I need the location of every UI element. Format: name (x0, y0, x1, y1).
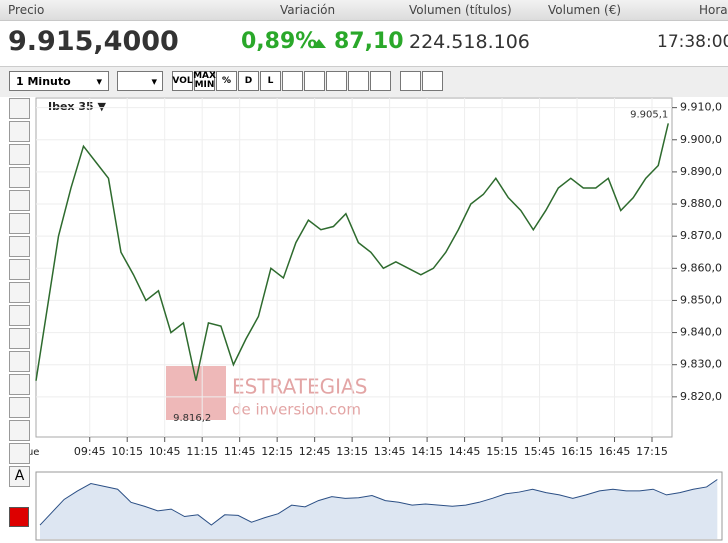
x-tick-label: 17:15 (636, 445, 668, 458)
chart-title: Ibex 35 ▼ (48, 100, 106, 113)
caret: ▾ (96, 75, 102, 88)
change-pct: 0,89% (241, 29, 318, 54)
annotation: 9.816,2 (173, 413, 211, 424)
x-tick-label: 10:15 (111, 445, 143, 458)
x-tick-label: 13:45 (374, 445, 406, 458)
y-tick-label: 9.900,0 (680, 133, 722, 146)
x-tick-label: 15:15 (486, 445, 518, 458)
tool-button[interactable] (9, 305, 30, 326)
toolbar-button[interactable]: MAX MIN (193, 71, 216, 91)
tool-button[interactable] (9, 236, 30, 257)
tool-button[interactable] (9, 144, 30, 165)
tool-button[interactable] (9, 167, 30, 188)
toolbar-button[interactable] (348, 71, 369, 91)
x-tick-label: 14:15 (411, 445, 443, 458)
toolbar-button[interactable] (422, 71, 443, 91)
toolbar-button[interactable]: VOL (172, 71, 193, 91)
x-tick-label: 16:15 (561, 445, 593, 458)
tool-button[interactable] (9, 397, 30, 418)
x-tick-label: 09:45 (74, 445, 106, 458)
time: 17:38:00 (657, 32, 728, 52)
tool-button[interactable] (9, 98, 30, 119)
price: 9.915,4000 (8, 26, 179, 57)
up-arrow (312, 39, 326, 48)
y-tick-label: 9.850,0 (680, 293, 722, 306)
tool-button[interactable] (9, 121, 30, 142)
label: Precio (8, 3, 45, 17)
tool-button[interactable] (9, 328, 30, 349)
y-tick-label: 9.830,0 (680, 358, 722, 371)
plot-area (35, 97, 673, 438)
navigator-line (39, 479, 718, 526)
label: Hora (699, 3, 728, 17)
tool-button[interactable] (9, 259, 30, 280)
tool-column: A (9, 98, 31, 527)
y-tick-label: 9.860,0 (680, 261, 722, 274)
tool-button[interactable] (9, 443, 30, 464)
tool-button[interactable] (9, 213, 30, 234)
label: Volumen (€) (548, 3, 622, 17)
interval-select[interactable]: 1 Minuto ▾ (9, 71, 109, 91)
tool-button[interactable] (9, 374, 30, 395)
color-picker[interactable] (9, 507, 29, 527)
y-tick-label: 9.820,0 (680, 390, 722, 403)
watermark: ESTRATEGIAS (232, 375, 367, 399)
x-tick-label: 14:45 (449, 445, 481, 458)
price-line (35, 123, 669, 381)
toolbar-button[interactable] (400, 71, 421, 91)
y-tick-label: 9.910,0 (680, 101, 722, 114)
x-tick-label: 15:45 (524, 445, 556, 458)
toolbar-button[interactable] (304, 71, 325, 91)
toolbar-button[interactable]: D (238, 71, 259, 91)
label: Variación (280, 3, 336, 17)
header-bar (0, 0, 728, 21)
y-tick-label: 9.890,0 (680, 165, 722, 178)
change-abs: 87,10 (334, 29, 404, 54)
watermark: de inversion.com (232, 401, 361, 419)
x-tick-label: 11:15 (186, 445, 218, 458)
tool-button[interactable] (9, 351, 30, 372)
day-label: Jue (23, 447, 39, 458)
volume: 224.518.106 (409, 31, 530, 53)
y-tick-label: 9.870,0 (680, 229, 722, 242)
tool-button[interactable] (9, 190, 30, 211)
buttons: VOL MAX MIN% D L (172, 71, 443, 91)
toolbar-button[interactable] (282, 71, 303, 91)
x-tick-label: 13:15 (336, 445, 368, 458)
annotation: 9.905,1 (630, 109, 668, 120)
x-tick-label: 10:45 (149, 445, 181, 458)
watermark-logo (166, 366, 226, 420)
tool-button[interactable]: A (9, 466, 30, 487)
chart-type-select[interactable]: ▾ (117, 71, 163, 91)
y-tick-label: 9.880,0 (680, 197, 722, 210)
x-tick-label: 11:45 (224, 445, 256, 458)
interval: 1 Minuto (16, 75, 71, 88)
toolbar-button[interactable]: L (260, 71, 281, 91)
tool-button[interactable] (9, 420, 30, 441)
tool-button[interactable] (9, 282, 30, 303)
x-tick-label: 12:15 (261, 445, 293, 458)
x-tick-label: 16:45 (599, 445, 631, 458)
toolbar-button[interactable]: % (216, 71, 237, 91)
toolbar-button[interactable] (370, 71, 391, 91)
x-tick-label: 12:45 (299, 445, 331, 458)
y-tick-label: 9.840,0 (680, 326, 722, 339)
toolbar-button[interactable] (326, 71, 347, 91)
label: Volumen (títulos) (409, 3, 512, 17)
